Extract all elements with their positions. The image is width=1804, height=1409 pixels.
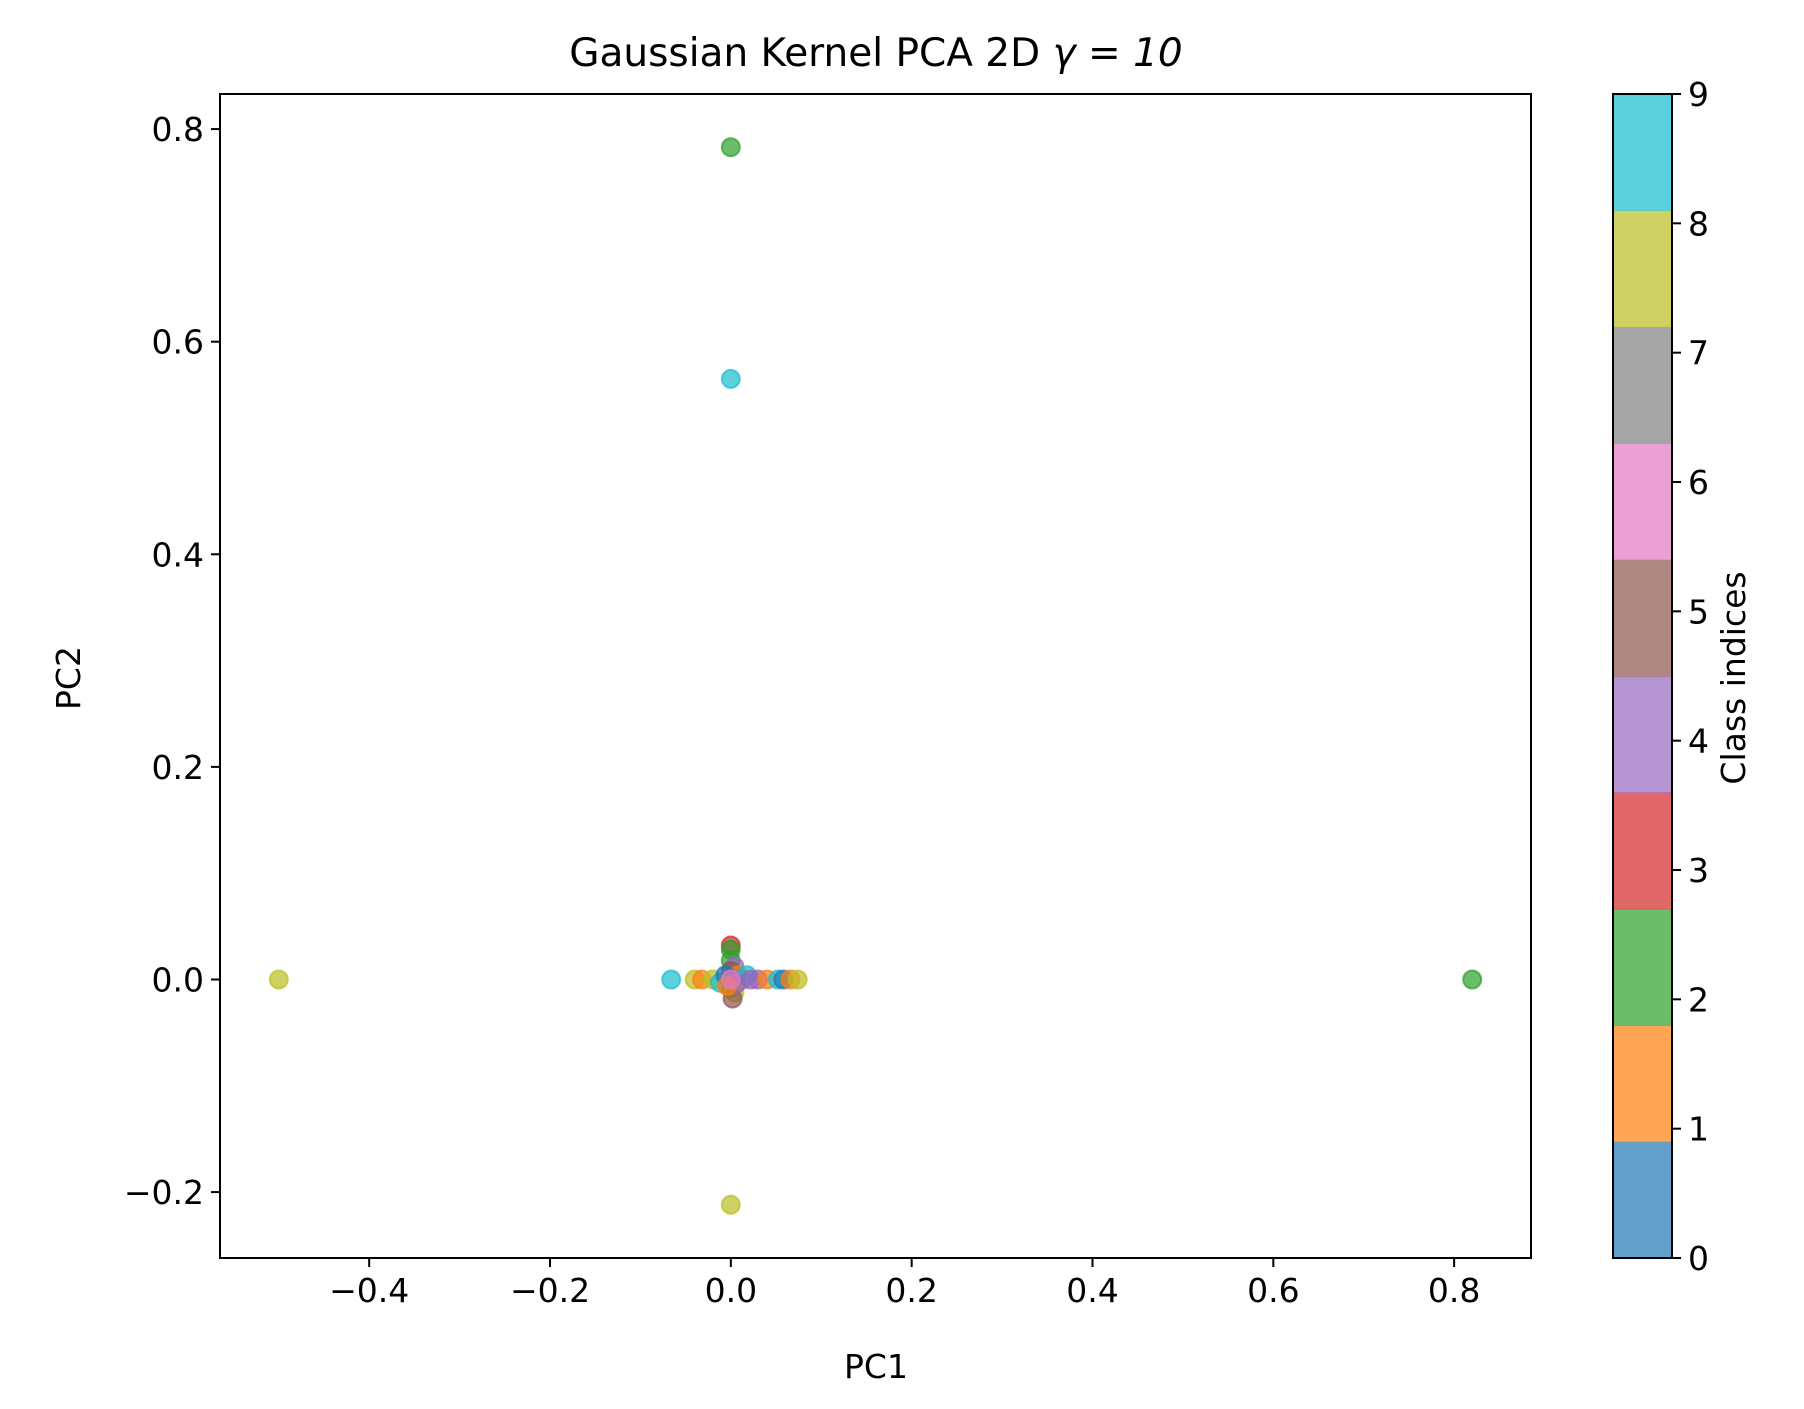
colorbar-segment-4 <box>1613 676 1672 793</box>
colorbar-tick-label: 8 <box>1688 204 1709 243</box>
colorbar-tick-label: 1 <box>1688 1110 1709 1149</box>
data-point-4 <box>720 1194 741 1215</box>
colorbar-tick-label: 9 <box>1688 75 1709 114</box>
data-point-2 <box>268 969 289 990</box>
y-tick-label: 0.6 <box>152 323 204 362</box>
colorbar-tick-label: 4 <box>1688 722 1709 761</box>
x-tick-label: −0.4 <box>329 1271 409 1310</box>
data-point-1 <box>720 368 741 389</box>
colorbar-tick-label: 7 <box>1688 334 1709 373</box>
x-axis-label: PC1 <box>844 1347 908 1386</box>
colorbar-segment-8 <box>1613 210 1672 328</box>
colorbar-segment-2 <box>1613 908 1672 1026</box>
colorbar-tick-label: 3 <box>1688 851 1709 890</box>
chart-title: Gaussian Kernel PCA 2D γ = 10 <box>569 31 1183 76</box>
y-tick-label: −0.2 <box>124 1173 204 1212</box>
data-point-3 <box>1462 969 1483 990</box>
plot-frame <box>219 93 1532 1259</box>
data-point-25 <box>787 969 808 990</box>
colorbar-segment-1 <box>1613 1025 1672 1143</box>
x-tick-label: 0.6 <box>1247 1271 1299 1310</box>
colorbar-label: Class indices <box>1714 571 1753 784</box>
y-tick-label: 0.2 <box>152 748 204 787</box>
y-tick-label: 0.8 <box>152 110 204 149</box>
colorbar-segment-7 <box>1613 326 1672 444</box>
colorbar: 0 1 2 3 4 5 6 7 8 9 <box>1612 75 1709 1278</box>
colorbar-tick-label: 0 <box>1688 1239 1709 1278</box>
x-tick-label: 0.4 <box>1066 1271 1118 1310</box>
data-point-31 <box>720 969 741 990</box>
data-points <box>268 137 1483 1215</box>
y-axis-label: PC2 <box>49 646 88 710</box>
plot-background <box>220 94 1531 1258</box>
colorbar-tick-label: 2 <box>1688 980 1709 1019</box>
x-tick-label: 0.8 <box>1428 1271 1480 1310</box>
colorbar-tick-label: 6 <box>1688 463 1709 502</box>
colorbar-segment-6 <box>1613 443 1672 561</box>
data-point-5 <box>661 969 682 990</box>
colorbar-segment-0 <box>1613 1141 1672 1259</box>
colorbar-segment-5 <box>1613 559 1672 677</box>
plot-area <box>219 93 1532 1259</box>
colorbar-segment-3 <box>1613 792 1672 910</box>
data-point-0 <box>720 137 741 158</box>
colorbar-tick-label: 5 <box>1688 592 1709 631</box>
colorbar-frame <box>1612 93 1673 1259</box>
colorbar-segment-9 <box>1613 94 1672 211</box>
x-tick-label: −0.2 <box>510 1271 590 1310</box>
y-axis-ticks: −0.2 0.0 0.2 0.4 0.6 0.8 <box>124 110 220 1212</box>
chart-title-text: Gaussian Kernel PCA 2D <box>569 31 1040 76</box>
x-tick-label: 0.2 <box>885 1271 937 1310</box>
x-tick-label: 0.0 <box>705 1271 757 1310</box>
y-tick-label: 0.0 <box>152 960 204 999</box>
chart-title-math: γ = 10 <box>1053 31 1183 76</box>
x-axis-ticks: −0.4 −0.2 0.0 0.2 0.4 0.6 0.8 <box>329 1258 1480 1310</box>
y-tick-label: 0.4 <box>152 535 204 574</box>
